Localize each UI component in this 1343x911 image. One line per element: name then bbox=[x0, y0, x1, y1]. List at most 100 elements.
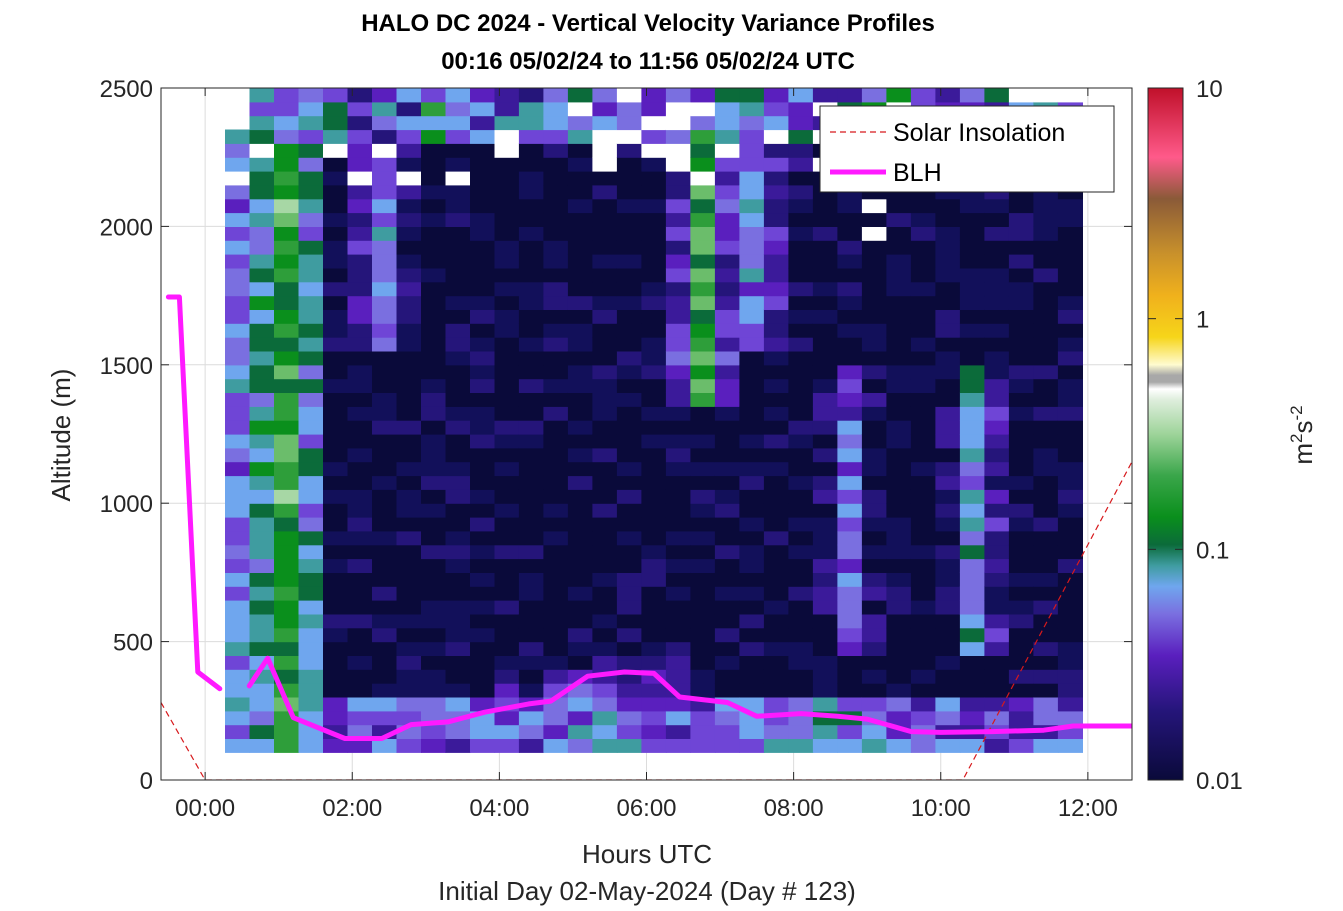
heatmap-cell bbox=[910, 461, 936, 477]
heatmap-cell bbox=[421, 613, 447, 629]
heatmap-cell bbox=[470, 724, 496, 739]
heatmap-cell bbox=[690, 489, 716, 504]
heatmap-cell bbox=[1033, 600, 1059, 615]
heatmap-cell bbox=[665, 697, 691, 712]
heatmap-cell bbox=[518, 738, 544, 753]
heatmap-cell bbox=[518, 475, 544, 490]
heatmap-cell bbox=[567, 572, 593, 587]
heatmap-cell bbox=[323, 544, 349, 560]
heatmap-cell bbox=[347, 738, 373, 753]
heatmap-cell bbox=[470, 267, 496, 283]
heatmap-cell bbox=[959, 88, 985, 103]
heatmap-cell bbox=[665, 655, 691, 670]
heatmap-cell bbox=[641, 226, 667, 241]
heatmap-cell bbox=[837, 489, 863, 504]
heatmap-cell bbox=[837, 586, 863, 601]
heatmap-cell bbox=[323, 337, 349, 352]
heatmap-cell bbox=[298, 157, 324, 172]
heatmap-cell bbox=[249, 364, 275, 380]
heatmap-cell bbox=[323, 710, 349, 726]
heatmap-cell bbox=[1008, 309, 1034, 324]
heatmap-cell bbox=[1057, 475, 1083, 490]
solar-insolation-line bbox=[161, 461, 1132, 780]
heatmap-cell bbox=[396, 212, 422, 227]
colorbar-tick-label: 0.01 bbox=[1196, 768, 1243, 795]
heatmap-cell bbox=[518, 309, 544, 324]
heatmap-cell bbox=[372, 101, 398, 117]
heatmap-cell bbox=[984, 683, 1010, 698]
heatmap-cell bbox=[494, 738, 520, 753]
heatmap-cell bbox=[543, 157, 569, 172]
heatmap-cell bbox=[665, 447, 691, 463]
heatmap-cell bbox=[518, 351, 544, 366]
heatmap-cell bbox=[421, 461, 447, 477]
heatmap-cell bbox=[543, 489, 569, 504]
heatmap-cell bbox=[935, 378, 961, 393]
heatmap-cell bbox=[396, 364, 422, 380]
heatmap-cell bbox=[274, 101, 300, 117]
heatmap-cell bbox=[470, 226, 496, 241]
heatmap-cell bbox=[494, 434, 520, 449]
heatmap-cell bbox=[567, 517, 593, 532]
heatmap-cell bbox=[494, 517, 520, 532]
heatmap-cell bbox=[347, 544, 373, 560]
heatmap-cell bbox=[641, 530, 667, 546]
heatmap-cell bbox=[347, 641, 373, 656]
heatmap-cell bbox=[274, 586, 300, 601]
heatmap-cell bbox=[298, 586, 324, 601]
heatmap-cell bbox=[1057, 530, 1083, 546]
heatmap-cell bbox=[249, 323, 275, 338]
heatmap-cell bbox=[984, 212, 1010, 227]
heatmap-cell bbox=[445, 295, 471, 310]
heatmap-cell bbox=[274, 212, 300, 227]
heatmap-cell bbox=[690, 378, 716, 393]
heatmap-cell bbox=[812, 697, 838, 712]
heatmap-cell bbox=[690, 171, 716, 186]
heatmap-cell bbox=[837, 641, 863, 656]
heatmap-cell bbox=[249, 88, 275, 103]
heatmap-cell bbox=[274, 503, 300, 518]
heatmap-cell bbox=[470, 517, 496, 532]
heatmap-cell bbox=[665, 489, 691, 504]
heatmap-cell bbox=[470, 447, 496, 463]
heatmap-cell bbox=[812, 364, 838, 380]
heatmap-cell bbox=[935, 323, 961, 338]
heatmap-cell bbox=[837, 475, 863, 490]
heatmap-cell bbox=[518, 572, 544, 587]
heatmap-cell bbox=[249, 254, 275, 269]
heatmap-cell bbox=[763, 738, 789, 753]
heatmap-cell bbox=[421, 101, 447, 117]
heatmap-cell bbox=[543, 461, 569, 477]
heatmap-cell bbox=[298, 669, 324, 684]
heatmap-cell bbox=[935, 517, 961, 532]
heatmap-cell bbox=[837, 351, 863, 366]
heatmap-cell bbox=[567, 475, 593, 490]
heatmap-cell bbox=[470, 240, 496, 255]
heatmap-cell bbox=[837, 683, 863, 698]
heatmap-cell bbox=[445, 323, 471, 338]
heatmap-cell bbox=[225, 669, 251, 684]
heatmap-cell bbox=[543, 544, 569, 560]
heatmap-cell bbox=[347, 530, 373, 546]
heatmap-cell bbox=[372, 171, 398, 186]
heatmap-cell bbox=[274, 558, 300, 573]
heatmap-cell bbox=[298, 267, 324, 283]
heatmap-cell bbox=[347, 88, 373, 103]
heatmap-cell bbox=[714, 558, 740, 573]
heatmap-cell bbox=[1008, 600, 1034, 615]
heatmap-cell bbox=[494, 392, 520, 407]
heatmap-cell bbox=[543, 655, 569, 670]
heatmap-cell bbox=[714, 351, 740, 366]
heatmap-cell bbox=[494, 129, 520, 144]
heatmap-cell bbox=[323, 129, 349, 144]
heatmap-cell bbox=[494, 530, 520, 546]
heatmap-cell bbox=[861, 489, 887, 504]
heatmap-cell bbox=[396, 157, 422, 172]
heatmap-cell bbox=[347, 447, 373, 463]
heatmap-cell bbox=[445, 641, 471, 656]
heatmap-cell bbox=[616, 655, 642, 670]
axis-ticks: 00:00 02:00 04:00 06:00 08:00 10:00 12:0005001… bbox=[100, 76, 1132, 822]
heatmap-cell bbox=[274, 406, 300, 421]
heatmap-cell bbox=[567, 420, 593, 435]
heatmap-cell bbox=[592, 420, 618, 435]
